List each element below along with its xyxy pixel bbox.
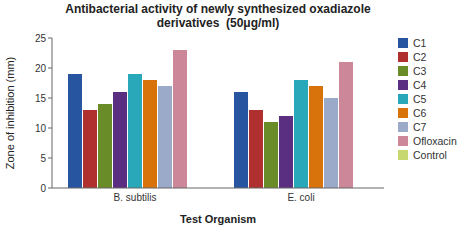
legend-label: Control <box>413 149 447 161</box>
legend-swatch <box>398 122 408 132</box>
x-axis <box>52 188 384 189</box>
legend: C1 C2 C3 C4 C5 C6 C7 Ofloxacin Control <box>398 37 457 161</box>
bar <box>143 80 157 188</box>
bar <box>128 74 142 188</box>
legend-label: C2 <box>413 51 427 63</box>
legend-label: C6 <box>413 107 427 119</box>
tick-label: 20 <box>35 63 47 74</box>
tick-mark <box>48 68 52 69</box>
x-axis-label: Test Organism <box>180 213 256 225</box>
bar <box>83 110 97 188</box>
tick-label: 5 <box>40 153 46 164</box>
tick-label: 0 <box>40 183 46 194</box>
tick-mark <box>48 98 52 99</box>
legend-swatch <box>398 108 408 118</box>
bar <box>113 92 127 188</box>
bar <box>324 98 338 188</box>
bar <box>249 110 263 188</box>
legend-label: C4 <box>413 79 427 91</box>
tick-mark <box>48 38 52 39</box>
category-label: B. subtilis <box>114 192 157 203</box>
bar <box>309 86 323 188</box>
tick-label: 25 <box>35 33 47 44</box>
legend-label: C5 <box>413 93 427 105</box>
bar <box>98 104 112 188</box>
chart: Antibacterial activity of newly synthesi… <box>0 0 474 231</box>
legend-swatch <box>398 80 408 90</box>
bar <box>68 74 82 188</box>
y-axis-label: Zone of inhibition (mm) <box>4 57 16 170</box>
bar <box>173 50 187 188</box>
legend-swatch <box>398 136 408 146</box>
tick-mark <box>48 188 52 189</box>
tick-mark <box>48 158 52 159</box>
bar <box>339 62 353 188</box>
bars <box>68 50 353 188</box>
legend-swatch <box>398 38 408 48</box>
bar <box>264 122 278 188</box>
bar <box>279 116 293 188</box>
legend-label: Ofloxacin <box>413 135 457 147</box>
legend-swatch <box>398 150 408 160</box>
category-label: E. coli <box>287 192 314 203</box>
legend-label: C3 <box>413 65 427 77</box>
tick-mark <box>48 128 52 129</box>
legend-swatch <box>398 94 408 104</box>
legend-swatch <box>398 52 408 62</box>
legend-label: C7 <box>413 121 427 133</box>
y-axis <box>52 38 53 188</box>
title: Antibacterial activity of newly synthesi… <box>65 2 371 30</box>
tick-label: 10 <box>35 123 47 134</box>
bar <box>234 92 248 188</box>
bar <box>158 86 172 188</box>
legend-swatch <box>398 66 408 76</box>
legend-label: C1 <box>413 37 427 49</box>
tick-label: 15 <box>35 93 47 104</box>
bar <box>294 80 308 188</box>
